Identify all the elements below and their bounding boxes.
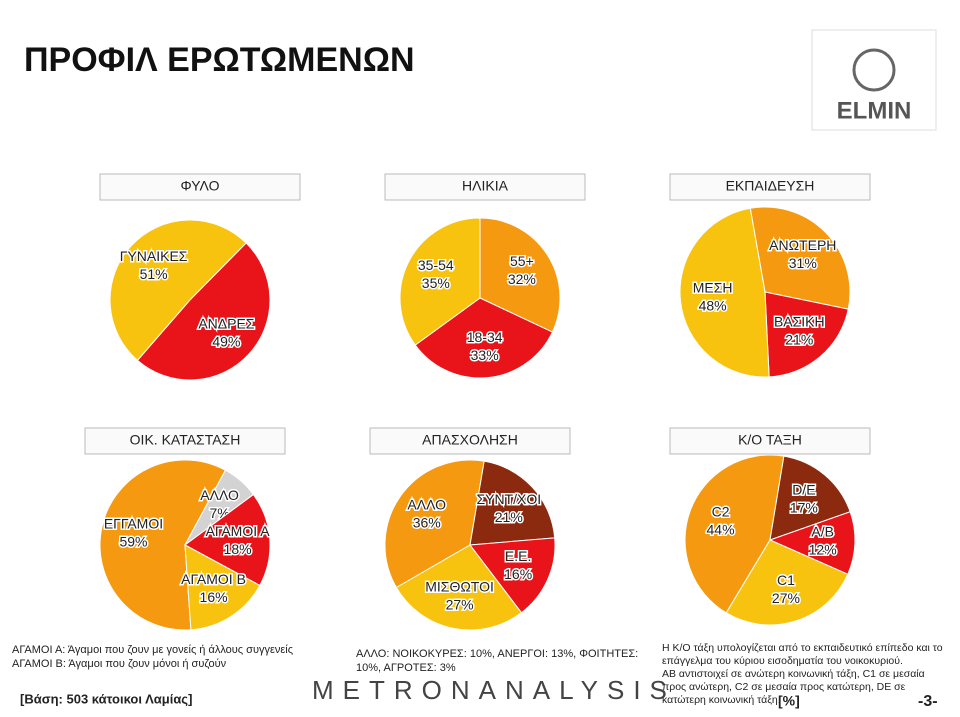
slice-label: D/E (792, 481, 815, 497)
slice-label: 18-34 (467, 329, 503, 345)
pie-slice (99, 459, 227, 631)
note: προς ανώτερη, C2 σε μεσαία προς κατώτερη… (662, 681, 906, 693)
chart-title: ΕΚΠΑΙΔΕΥΣΗ (726, 178, 815, 194)
pie-slice (469, 460, 556, 546)
slice-label: ΑΝΔΡΕΣ (198, 315, 254, 331)
slice-value: 48% (699, 298, 727, 314)
chart-title: Κ/Ο ΤΑΞΗ (738, 432, 802, 448)
slice-value: 49% (212, 333, 240, 349)
slice-label: 55+ (510, 253, 534, 269)
chart-header-box (99, 173, 301, 201)
slice-label: ΑΓΑΜΟΙ Α (206, 523, 271, 539)
slice-label: Ε.Ε. (505, 548, 531, 564)
chart-title: ΦΥΛΟ (181, 178, 220, 194)
slice-value: 21% (495, 509, 523, 525)
chart-header-box (669, 427, 871, 455)
slice-label: ΑΝΩΤΕΡΗ (769, 237, 836, 253)
note: επάγγελμα του κύριου εισοδηματία του νοι… (662, 655, 903, 667)
pie-slice (184, 544, 261, 631)
slice-label: ΑΓΑΜΟΙ Β (181, 571, 246, 587)
slice-value: 31% (789, 255, 817, 271)
pie-slice (749, 206, 851, 310)
base-note: [Βάση: 503 κάτοικοι Λαμίας] (20, 691, 192, 706)
chart-title: ΑΠΑΣΧΟΛΗΣΗ (422, 432, 518, 448)
pie-slice (395, 544, 523, 631)
chart-header-box (369, 427, 571, 455)
pie-slice (384, 459, 485, 589)
note: ΑΓΑΜΟΙ Α: Άγαμοι που ζουν με γονείς ή άλ… (12, 644, 293, 656)
chart-header-box (669, 173, 871, 201)
logo-text: ELMIN (837, 97, 912, 124)
unit: [%] (778, 693, 800, 709)
note: κατώτερη κοινωνική τάξη. (662, 694, 781, 706)
slide-title: ΠΡΟΦΙΛ ΕΡΩΤΩΜΕΝΩΝ (24, 41, 415, 79)
pie-slice (414, 297, 554, 379)
pie-slice (109, 219, 247, 362)
note: ΑΒ αντιστοιχεί σε ανώτερη κοινωνική τάξη… (662, 668, 925, 680)
slice-value: 18% (224, 541, 252, 557)
slice-value: 27% (446, 596, 474, 612)
pie-slice (479, 217, 561, 333)
slice-value: 44% (707, 522, 735, 538)
brand: METRONANALYSIS (312, 675, 676, 705)
logo-box (811, 29, 937, 131)
pie-slice (136, 242, 271, 381)
slice-value: 59% (119, 534, 147, 550)
slice-label: ΓΥΝΑΙΚΕΣ (120, 248, 188, 264)
pie-slice (679, 207, 770, 378)
slice-value: 16% (504, 566, 532, 582)
slice-value: 17% (790, 499, 818, 515)
slice-label: ΕΓΓΑΜΟΙ (104, 516, 163, 532)
note: ΑΛΛΟ: ΝΟΙΚΟΚΥΡΕΣ: 10%, ΑΝΕΡΓΟΙ: 13%, ΦΟΙ… (356, 648, 638, 660)
slice-label: ΑΛΛΟ (200, 487, 239, 503)
slice-value: 36% (413, 515, 441, 531)
logo-icon (852, 48, 896, 92)
slice-label: C1 (777, 572, 795, 588)
pie-slice (399, 217, 481, 346)
slice-value: 51% (140, 266, 168, 282)
pie-slice (184, 493, 271, 587)
slice-label: ΜΙΣΘΩΤΟΙ (425, 578, 494, 594)
pie-slice (469, 537, 556, 614)
pie-slice (684, 454, 785, 614)
note: Η Κ/Ο τάξη υπολογίζεται από το εκπαιδευτ… (662, 642, 943, 654)
slice-label: ΑΛΛΟ (407, 497, 446, 513)
slice-label: ΒΑΣΙΚΗ (774, 314, 825, 330)
chart-header-box (384, 173, 586, 201)
page-number: -3- (918, 693, 938, 710)
slice-value: 27% (772, 590, 800, 606)
slice-value: 35% (422, 275, 450, 291)
slice-value: 16% (200, 589, 228, 605)
slice-label: ΣΥΝΤ/ΧΟΙ (476, 491, 541, 507)
slice-value: 12% (809, 542, 837, 558)
pie-slice (764, 291, 849, 378)
pie-slice (769, 455, 851, 541)
slice-label: 35-54 (418, 257, 454, 273)
slice-value: 32% (508, 271, 536, 287)
slice-label: C2 (712, 504, 730, 520)
note: 10%, ΑΓΡΟΤΕΣ: 3% (356, 662, 456, 674)
slice-value: 33% (471, 347, 499, 363)
pie-slice (725, 539, 849, 626)
slice-label: A/B (811, 524, 834, 540)
slice-label: ΜΕΣΗ (693, 280, 733, 296)
pie-slice (768, 511, 856, 575)
slice-value: 21% (785, 332, 813, 348)
chart-header-box (84, 427, 286, 455)
chart-title: ΟΙΚ. ΚΑΤΑΣΤΑΣΗ (130, 432, 241, 448)
note: ΑΓΑΜΟΙ Β: Άγαμοι που ζουν μόνοι ή συζούν (12, 658, 227, 670)
chart-title: ΗΛΙΚΙΑ (462, 178, 509, 194)
